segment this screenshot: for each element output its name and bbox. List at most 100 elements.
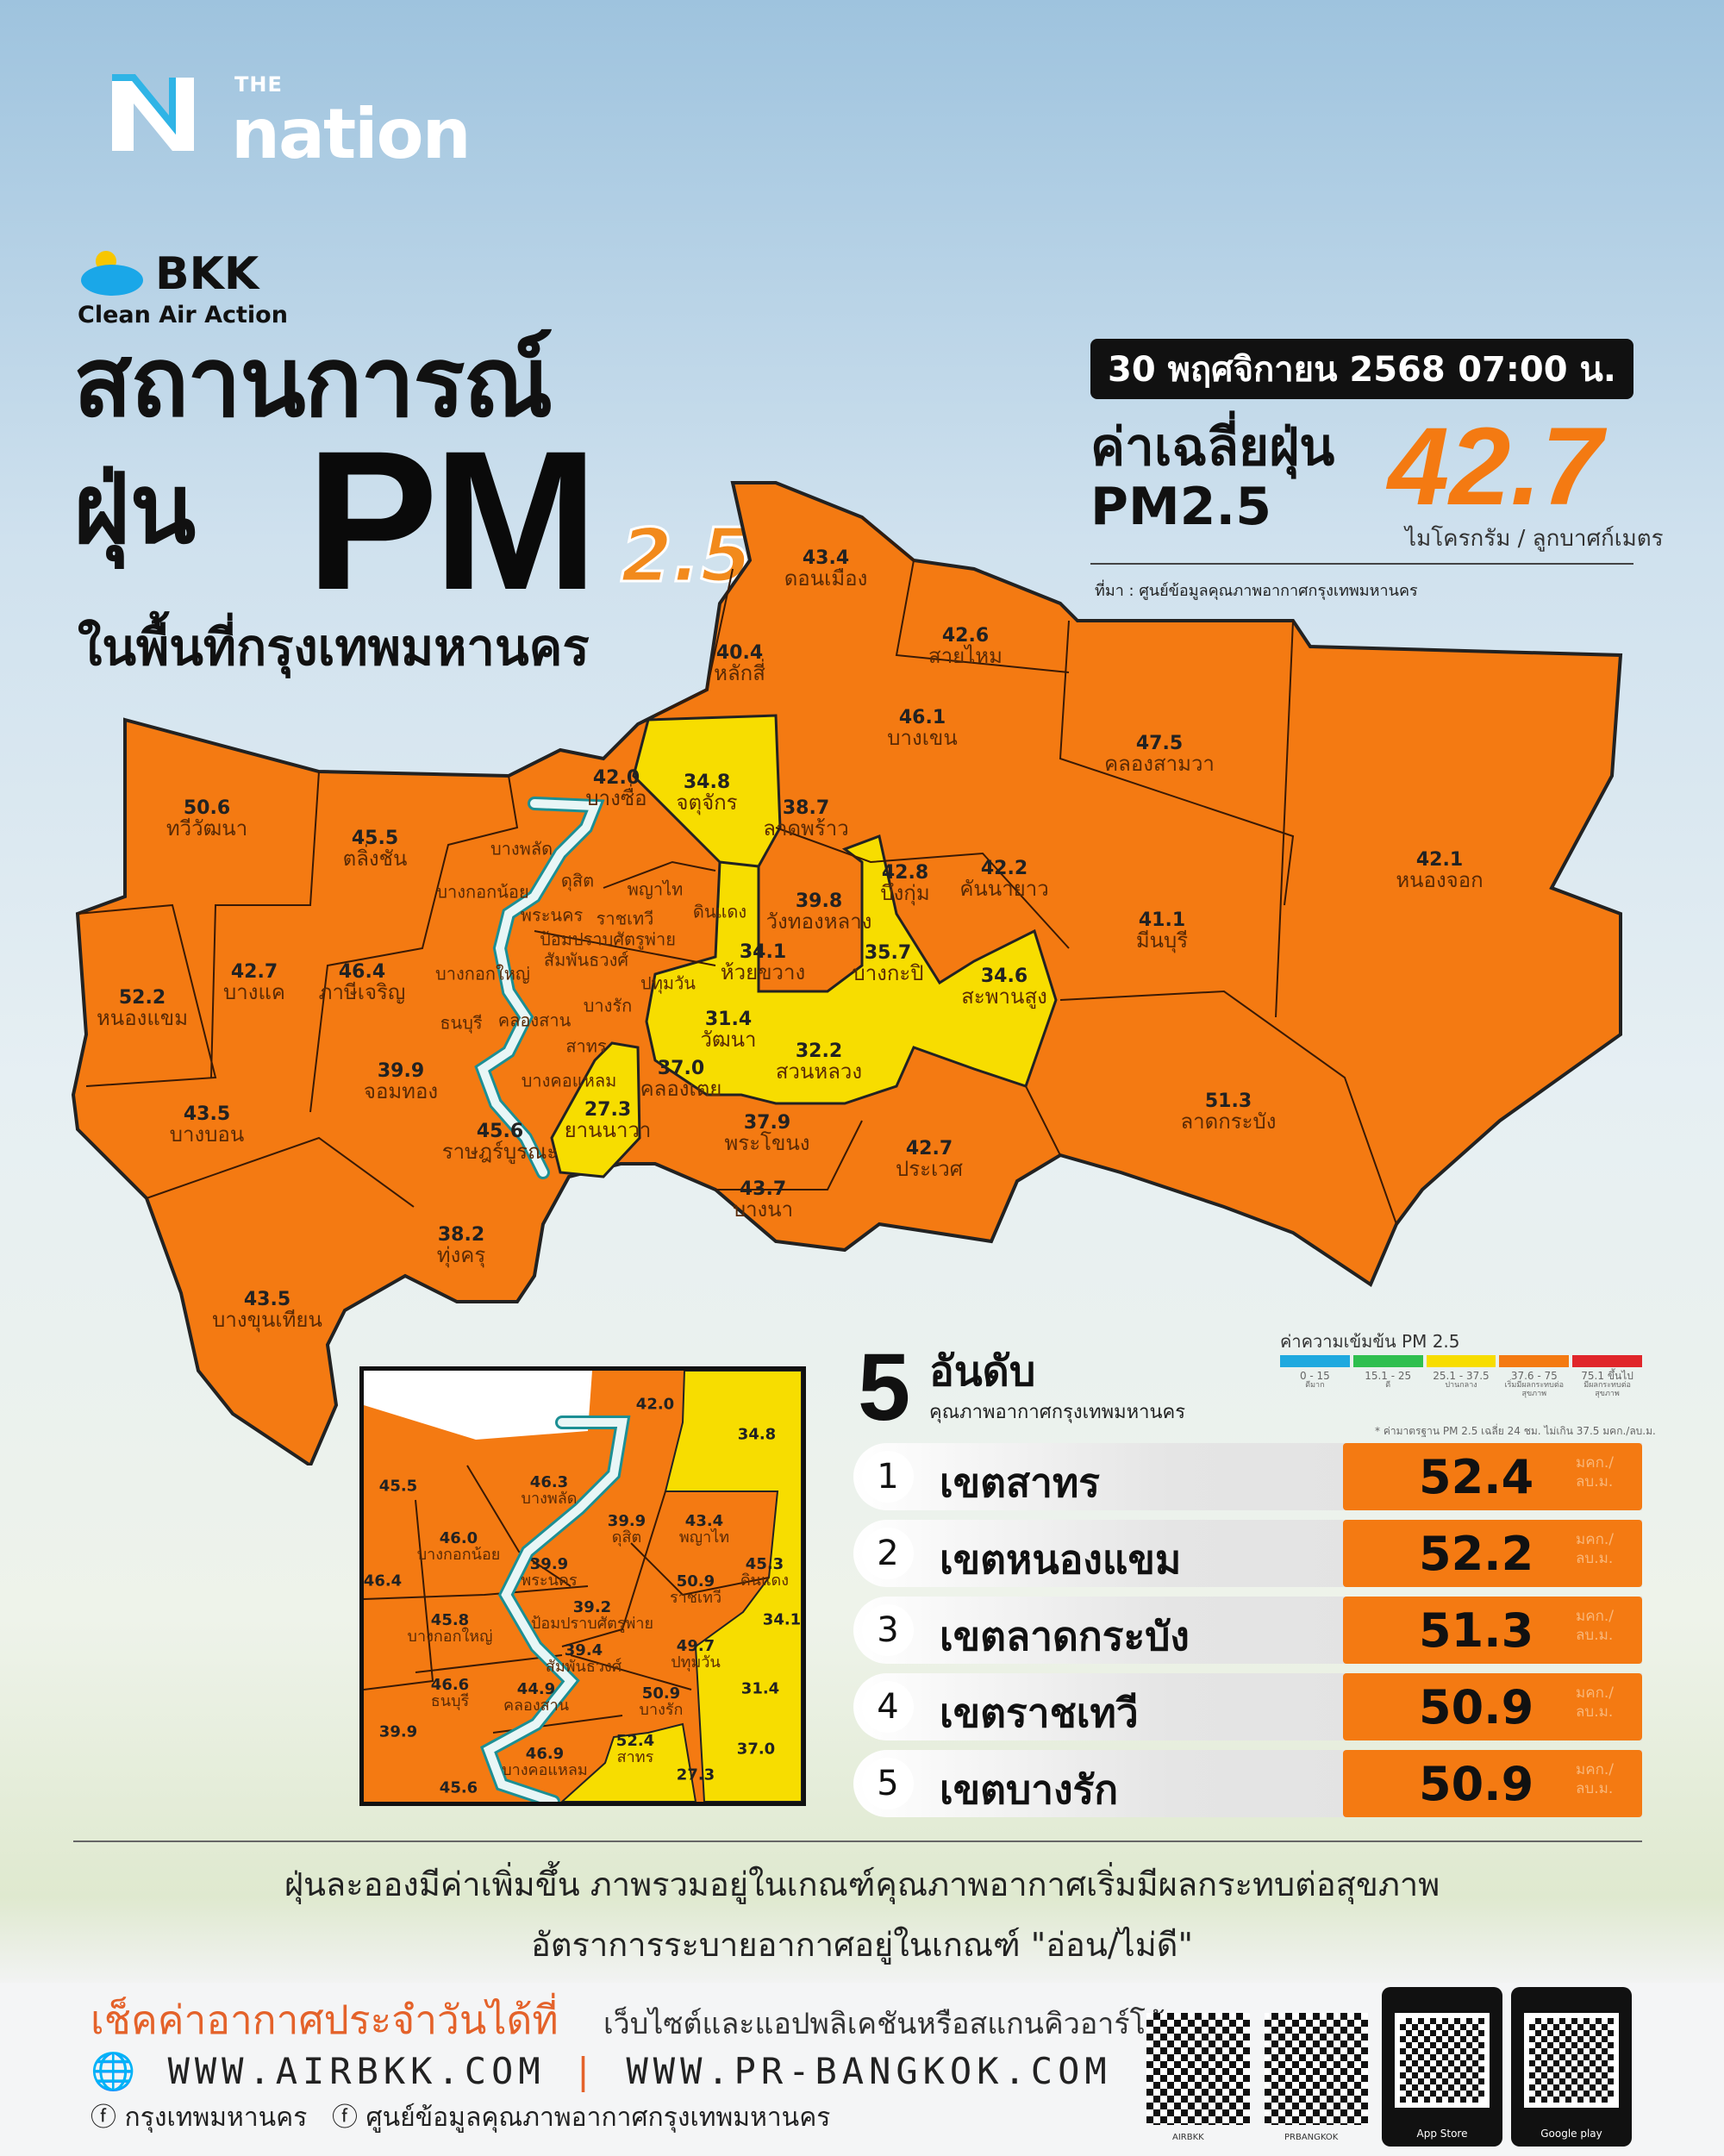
- date-bar: 30 พฤศจิกายน 2568 07:00 น.: [1090, 339, 1633, 399]
- legend-swatch: [1352, 1355, 1423, 1367]
- district-label: 39.9 จอมทอง: [364, 1061, 438, 1103]
- district-name: ตลิ่งชัน: [342, 846, 408, 871]
- map-region-yellow: [632, 714, 1058, 1105]
- district-value: 42.1: [1415, 848, 1464, 871]
- district-value: 46.9: [525, 1745, 565, 1764]
- district-label: 42.0 บางซื่อ: [585, 768, 646, 809]
- district-name: พญาไท: [678, 1528, 730, 1547]
- district-map: [71, 481, 1623, 1465]
- district-name: คลองเตย: [640, 1076, 722, 1101]
- legend-item: 15.1 - 25 ดี: [1352, 1355, 1423, 1399]
- rank-value-box: 51.3 มคก./ลบ.ม.: [1343, 1597, 1642, 1664]
- divider: [73, 1840, 1642, 1842]
- title-pm: PM: [306, 409, 598, 631]
- district-value: 45.5: [351, 827, 399, 849]
- legend-note: * ค่ามาตรฐาน PM 2.5 เฉลี่ย 24 ชม. ไม่เกิ…: [1375, 1425, 1656, 1437]
- district-value: 42.2: [980, 857, 1028, 879]
- district-label: 46.0 บางกอกน้อย: [416, 1530, 501, 1564]
- rank-number: 2: [862, 1528, 914, 1579]
- district-value: 51.3: [1204, 1090, 1252, 1112]
- district-label: 42.6 สายไหม: [928, 626, 1003, 667]
- facebook-bangkok[interactable]: กรุงเทพมหานคร: [124, 2103, 308, 2133]
- district-name: วัฒนา: [700, 1027, 757, 1052]
- district-value: 39.9: [377, 1059, 425, 1082]
- district-name: คลองสาน: [503, 1697, 570, 1715]
- rank-value: 51.3: [1419, 1603, 1534, 1658]
- district-value: 39.9: [607, 1512, 646, 1531]
- district-value: 34.6: [980, 965, 1028, 987]
- district-label: ดุสิต: [561, 872, 594, 891]
- district-label: 46.1 บางเขน: [887, 708, 957, 749]
- qr-code-prbangkok[interactable]: [1265, 2013, 1368, 2125]
- legend-swatch: [1280, 1355, 1350, 1367]
- district-name: บางคอแหลม: [502, 1761, 588, 1779]
- legend-range: 15.1 - 25: [1365, 1370, 1412, 1382]
- district-value: 45.6: [476, 1120, 524, 1142]
- qr-code-airbkk[interactable]: [1146, 2013, 1250, 2125]
- district-name: บางกอกน้อย: [436, 881, 529, 903]
- rank-value-box: 50.9 มคก./ลบ.ม.: [1343, 1673, 1642, 1740]
- nation-logo-icon: [112, 74, 194, 151]
- qr-app-store[interactable]: App Store: [1382, 1987, 1502, 2147]
- district-name: สัมพันธวงศ์: [543, 949, 629, 971]
- facebook-air-center[interactable]: ศูนย์ข้อมูลคุณภาพอากาศกรุงเทพมหานคร: [365, 2103, 831, 2133]
- rank-unit: มคก./ลบ.ม.: [1576, 1684, 1615, 1722]
- rank-number: 3: [862, 1604, 914, 1656]
- district-value: 45.8: [430, 1611, 470, 1630]
- district-value: 39.2: [572, 1598, 612, 1617]
- average-label: ค่าเฉลี่ยฝุ่น PM2.5: [1090, 418, 1334, 537]
- map-region-yellow-yannawa: [550, 1041, 641, 1178]
- district-value: 37.0: [657, 1057, 705, 1079]
- district-value: 42.0: [635, 1395, 675, 1414]
- district-label: ปทุมวัน: [640, 974, 696, 993]
- legend-range: 37.6 - 75: [1510, 1370, 1558, 1382]
- district-name: บางกอกน้อย: [416, 1546, 501, 1564]
- title-line2: ฝุ่น: [73, 453, 197, 566]
- campaign-subtitle: Clean Air Action: [78, 302, 288, 328]
- district-value: 42.6: [941, 624, 990, 647]
- district-name: สัมพันธวงศ์: [545, 1658, 622, 1676]
- district-name: ธนบุรี: [440, 1012, 483, 1034]
- district-value: 37.9: [743, 1111, 791, 1134]
- district-name: ประเวศ: [896, 1156, 963, 1181]
- rank-number: 1: [862, 1451, 914, 1503]
- legend-range: 25.1 - 37.5: [1433, 1370, 1490, 1382]
- district-value: 34.8: [683, 771, 731, 793]
- district-value: 49.7: [676, 1637, 715, 1656]
- district-name: บางซื่อ: [585, 785, 647, 810]
- district-label: 52.2 หนองแขม: [97, 988, 188, 1029]
- district-label: สาทร: [565, 1037, 606, 1056]
- district-value: 34.8: [737, 1425, 777, 1444]
- link-pr-bangkok[interactable]: WWW.PR-BANGKOK.COM: [626, 2050, 1112, 2092]
- sun-cloud-icon: [81, 251, 143, 296]
- district-label: 39.8 วังทองหลาง: [766, 891, 872, 933]
- top5-row: 1 เขตสาทร 52.4 มคก./ลบ.ม.: [853, 1443, 1642, 1510]
- district-value: 27.3: [584, 1098, 632, 1121]
- district-label: บางคอแหลม: [522, 1072, 617, 1090]
- district-label: 42.2 คันนายาว: [959, 859, 1048, 900]
- district-label: 34.8 จตุจักร: [676, 772, 737, 814]
- district-value: 43.4: [802, 547, 850, 569]
- district-label: 43.4 พญาไท: [678, 1513, 730, 1547]
- district-name: หลักสี่: [714, 660, 765, 685]
- district-name: ดุสิต: [560, 870, 595, 891]
- rank-district: เขตสาทร: [940, 1459, 1100, 1506]
- link-airbkk[interactable]: WWW.AIRBKK.COM: [167, 2050, 546, 2092]
- legend-label: มีผลกระทบต่อสุขภาพ: [1583, 1381, 1631, 1399]
- district-name: บางพลัด: [490, 838, 553, 859]
- rank-district: เขตหนองแขม: [940, 1536, 1182, 1583]
- top5-row: 4 เขตราชเทวี 50.9 มคก./ลบ.ม.: [853, 1673, 1642, 1740]
- district-label: 46.6 ธนบุรี: [431, 1677, 469, 1710]
- divider: [1090, 563, 1633, 565]
- district-name: คลองสาน: [497, 1009, 572, 1031]
- district-value: 46.4: [338, 960, 386, 983]
- district-label: 42.7 ประเวศ: [896, 1139, 963, 1180]
- district-name: สะพานสูง: [961, 984, 1047, 1009]
- district-label: 32.2 สวนหลวง: [776, 1041, 862, 1083]
- rank-unit: มคก./ลบ.ม.: [1576, 1761, 1615, 1798]
- district-value: 46.1: [898, 706, 946, 728]
- district-name: ดุสิต: [611, 1528, 642, 1547]
- qr-google-play[interactable]: Google play: [1511, 1987, 1632, 2147]
- top5-subtitle: คุณภาพอากาศกรุงเทพมหานคร: [929, 1402, 1186, 1423]
- district-name: บางบอน: [169, 1122, 245, 1147]
